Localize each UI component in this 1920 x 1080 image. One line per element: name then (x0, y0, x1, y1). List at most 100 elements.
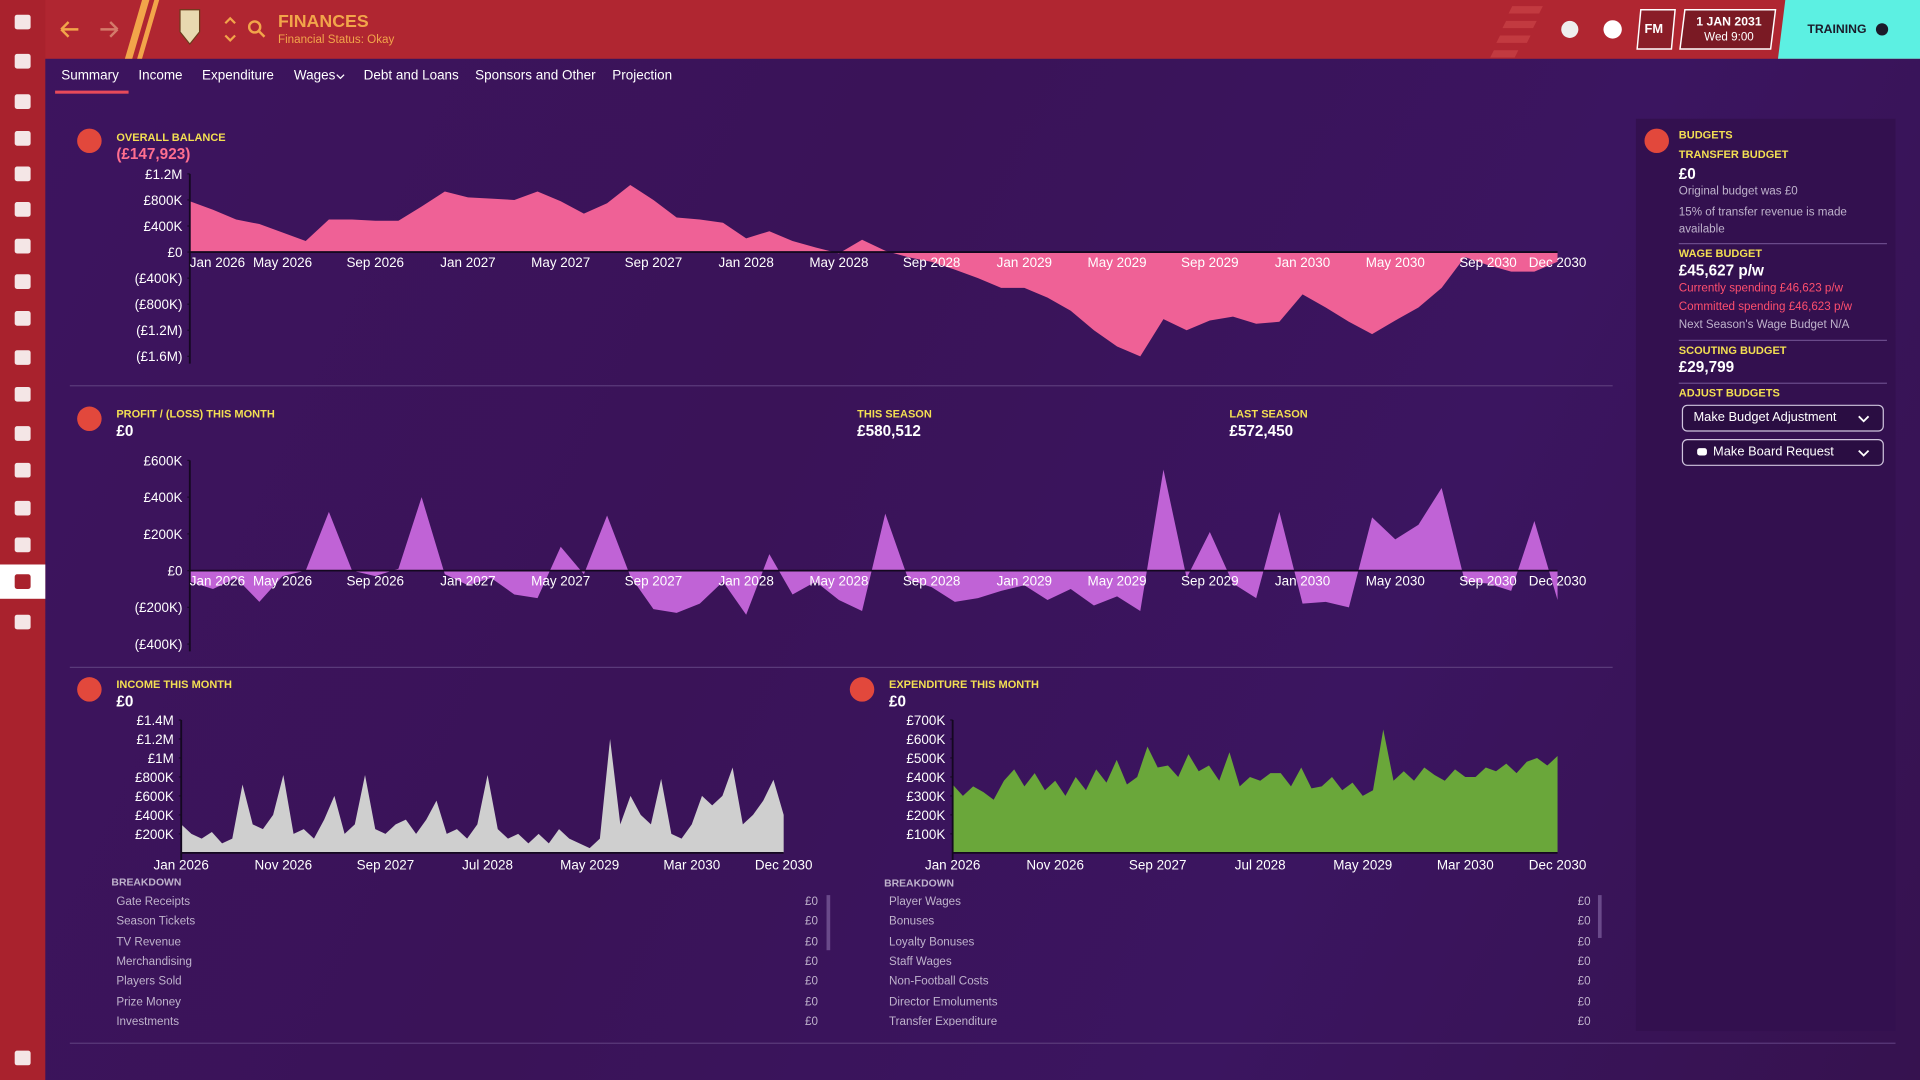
nav-icon[interactable] (14, 574, 31, 589)
tab[interactable]: Debt and Loans (363, 68, 459, 84)
nav-icon[interactable] (14, 202, 31, 217)
x-tick-label: Sep 2030 (1459, 255, 1517, 270)
tab[interactable]: Wages (293, 68, 336, 84)
nav-icon[interactable] (14, 350, 31, 365)
club-badge[interactable] (179, 9, 201, 46)
time[interactable]: Wed 9:00 (1704, 30, 1754, 45)
x-tick-label: Mar 2030 (1437, 857, 1494, 872)
club-switch[interactable] (224, 16, 236, 42)
y-tick-label: (£800K) (135, 297, 183, 312)
scrollbar (826, 895, 831, 951)
row-value: £0 (805, 994, 818, 1009)
x-tick-label: May 2029 (1088, 573, 1147, 588)
y-tick-label: £400K (906, 770, 945, 785)
continue-icon (1875, 23, 1889, 36)
x-tick-label: May 2027 (531, 255, 590, 270)
y-tick-label: (£400K) (135, 637, 183, 652)
x-tick-label: Dec 2030 (1529, 255, 1587, 270)
nav-icon[interactable] (14, 53, 31, 69)
x-tick-label: May 2030 (1366, 573, 1425, 588)
date[interactable]: 1 JAN 2031 (1696, 15, 1762, 30)
x-tick-label: May 2029 (1333, 857, 1392, 872)
chat-icon (1697, 448, 1707, 456)
x-tick-label: Jan 2026 (190, 573, 245, 588)
area (952, 729, 1558, 853)
x-tick-label: May 2030 (1366, 255, 1425, 270)
row-value: £0 (805, 954, 818, 969)
y-tick-label: £600K (906, 732, 945, 747)
forward-button[interactable] (100, 21, 119, 38)
row-value: £0 (1577, 954, 1591, 969)
x-tick-label: Jan 2027 (440, 255, 495, 270)
x-tick-label: Sep 2027 (625, 255, 683, 270)
brand[interactable]: FM (1644, 22, 1664, 37)
page-title: FINANCES (277, 12, 369, 32)
back-button[interactable] (60, 21, 79, 38)
x-tick-label: Jan 2028 (718, 573, 773, 588)
wage-value: £45,627 p/w (1678, 262, 1764, 280)
nav-icon[interactable] (14, 14, 31, 30)
y-tick-label: £700K (906, 713, 945, 728)
chevron (336, 74, 345, 80)
tab[interactable]: Income (138, 68, 183, 84)
tab[interactable]: Sponsors and Other (475, 68, 596, 84)
row-value: £0 (805, 1014, 818, 1027)
help-icon[interactable] (1603, 20, 1622, 39)
nav-icon[interactable] (14, 386, 31, 402)
nav-icon[interactable] (14, 94, 31, 109)
button-label[interactable]: Make Budget Adjustment (1693, 410, 1837, 425)
nav-icon[interactable] (14, 238, 31, 254)
nav-icon[interactable] (14, 311, 31, 326)
tab[interactable]: Expenditure (202, 68, 274, 84)
training-label[interactable]: TRAINING (1807, 23, 1867, 37)
nav-icon[interactable] (14, 537, 31, 553)
row-value: £0 (805, 935, 818, 949)
x-tick-label: Sep 2028 (903, 255, 961, 270)
note: Next Season's Wage Budget N/A (1678, 318, 1850, 332)
y-tick-label: £200K (135, 827, 174, 842)
annotation-value: £572,450 (1229, 423, 1293, 440)
search-icon[interactable] (247, 20, 266, 38)
chart-subtitle: £0 (116, 423, 133, 440)
date-box[interactable] (1679, 9, 1777, 50)
network-icon[interactable] (1561, 20, 1579, 38)
chart-icon (77, 406, 102, 432)
note: 15% of transfer revenue is made availabl… (1678, 205, 1847, 237)
chart-title: EXPENDITURE THIS MONTH (889, 679, 1039, 691)
x-tick-label: Jan 2030 (1275, 255, 1330, 270)
y-tick-label: £1M (148, 751, 174, 766)
nav-icon[interactable] (14, 614, 31, 630)
x-tick-label: May 2026 (253, 573, 312, 588)
y-tick-label: £600K (144, 453, 183, 468)
chevron (1858, 415, 1870, 457)
nav-icon[interactable] (14, 274, 31, 289)
nav-icon[interactable] (14, 426, 31, 441)
row-value: £0 (1577, 895, 1591, 909)
y-tick-label: (£400K) (135, 271, 183, 286)
y-tick-label: £1.4M (136, 713, 173, 728)
nav-icon[interactable] (14, 131, 31, 146)
nav-icon[interactable] (14, 462, 31, 478)
x-tick-label: Dec 2030 (1529, 573, 1587, 588)
row-label: Staff Wages (888, 954, 952, 969)
x-tick-label: Dec 2030 (1529, 857, 1587, 872)
chart-icon (849, 677, 875, 702)
row-value: £0 (1577, 994, 1591, 1009)
tab[interactable]: Summary (61, 68, 119, 84)
tab[interactable]: Projection (612, 68, 673, 84)
chart-title: INCOME THIS MONTH (116, 679, 232, 691)
scouting-title: SCOUTING BUDGET (1678, 344, 1787, 357)
nav-icon[interactable] (14, 500, 31, 516)
nav-icon[interactable] (14, 166, 31, 182)
area (189, 469, 1558, 615)
budgets-icon (1644, 128, 1669, 154)
dropdown-button[interactable] (1681, 438, 1884, 466)
button-label[interactable]: Make Board Request (1713, 444, 1834, 460)
row-value: £0 (1577, 1014, 1591, 1027)
row-label: Players Sold (116, 974, 182, 989)
nav-icon[interactable] (14, 1050, 31, 1066)
training-button[interactable] (1777, 0, 1920, 59)
x-tick-label: Sep 2027 (357, 857, 415, 872)
fm-button[interactable] (1636, 9, 1676, 50)
dropdown-button[interactable] (1681, 404, 1884, 432)
